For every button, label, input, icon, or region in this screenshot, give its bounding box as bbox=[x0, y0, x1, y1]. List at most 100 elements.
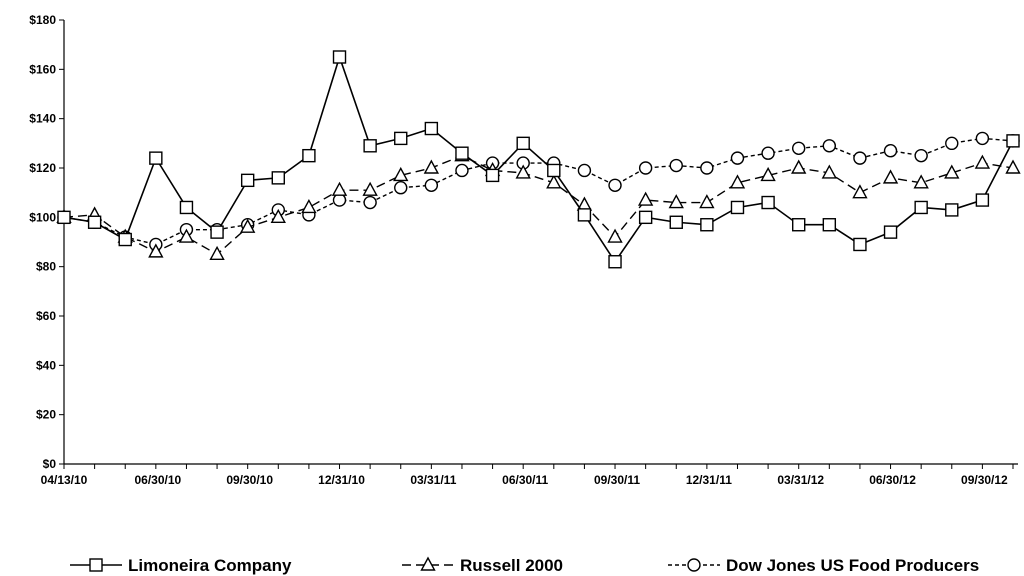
data-point bbox=[792, 141, 806, 155]
data-point bbox=[270, 208, 286, 224]
data-point bbox=[393, 166, 409, 182]
data-point bbox=[791, 159, 807, 174]
legend-label: Limoneira Company bbox=[128, 556, 292, 575]
data-point bbox=[669, 215, 683, 229]
y-tick-label: $140 bbox=[29, 112, 56, 126]
data-point bbox=[914, 200, 928, 215]
data-point bbox=[945, 203, 959, 217]
chart-axes bbox=[63, 20, 1018, 465]
y-tick-label: $80 bbox=[36, 260, 56, 274]
data-point bbox=[882, 169, 899, 184]
x-tick-label: 12/31/10 bbox=[318, 473, 365, 487]
data-point bbox=[363, 195, 377, 210]
data-point bbox=[1005, 159, 1021, 174]
data-point bbox=[301, 198, 317, 214]
data-point bbox=[394, 181, 408, 195]
data-point bbox=[913, 174, 929, 189]
data-point bbox=[423, 159, 440, 174]
data-point bbox=[362, 181, 378, 196]
data-point bbox=[577, 163, 592, 178]
x-tick-label: 09/30/10 bbox=[226, 473, 273, 487]
data-point bbox=[608, 178, 622, 192]
data-point bbox=[974, 154, 991, 169]
data-point bbox=[424, 178, 439, 192]
y-tick-label: $40 bbox=[36, 358, 56, 372]
data-point bbox=[607, 228, 623, 243]
y-tick-label: $60 bbox=[36, 309, 56, 323]
legend-marker bbox=[687, 558, 701, 572]
x-tick-label: 06/30/11 bbox=[502, 473, 548, 487]
x-tick-label: 09/30/12 bbox=[961, 473, 1008, 487]
data-point bbox=[730, 151, 745, 165]
data-point bbox=[547, 163, 561, 178]
data-point bbox=[515, 164, 531, 179]
data-point bbox=[546, 174, 562, 189]
data-point bbox=[394, 131, 408, 146]
x-tick-label: 04/13/10 bbox=[41, 473, 88, 487]
data-point bbox=[700, 161, 714, 175]
data-point bbox=[148, 243, 164, 258]
data-point bbox=[638, 161, 653, 175]
data-point bbox=[821, 164, 837, 179]
data-point bbox=[455, 163, 469, 178]
data-point bbox=[914, 148, 928, 163]
data-point bbox=[118, 232, 132, 247]
y-axis-ticks: $0 $20 $40 $60 $80 $100 $120 $140 $160 $180 bbox=[29, 13, 64, 471]
data-point bbox=[331, 181, 348, 196]
data-point bbox=[149, 151, 163, 165]
x-tick-label: 03/31/12 bbox=[777, 473, 824, 487]
data-point bbox=[363, 139, 377, 153]
data-point bbox=[761, 195, 775, 210]
x-tick-label: 09/30/11 bbox=[594, 473, 640, 487]
data-point bbox=[761, 146, 775, 160]
data-point bbox=[516, 136, 530, 151]
data-point bbox=[210, 225, 224, 239]
x-axis-ticks: 04/13/10 06/30/10 09/30/10 12/31/10 03/31/11… bbox=[41, 464, 1014, 487]
data-point bbox=[638, 210, 653, 225]
data-point bbox=[852, 184, 868, 199]
x-tick-label: 06/30/10 bbox=[134, 473, 181, 487]
data-point bbox=[637, 191, 654, 206]
data-point bbox=[975, 131, 990, 146]
series-dow-jones-us-food-producers bbox=[57, 131, 1020, 252]
data-point bbox=[302, 148, 316, 163]
legend-label: Russell 2000 bbox=[460, 556, 563, 575]
data-point bbox=[178, 228, 195, 243]
data-point bbox=[179, 200, 194, 215]
series-line bbox=[63, 154, 1014, 256]
y-tick-label: $100 bbox=[29, 210, 56, 224]
legend-label: Dow Jones US Food Producers bbox=[726, 556, 979, 575]
series-limoneira-company bbox=[57, 50, 1020, 269]
data-point bbox=[853, 237, 867, 252]
data-point bbox=[700, 218, 714, 232]
data-point bbox=[853, 151, 867, 165]
data-point bbox=[577, 208, 592, 222]
data-point bbox=[424, 121, 439, 136]
data-point bbox=[209, 245, 225, 261]
data-point bbox=[1006, 134, 1020, 148]
series-line bbox=[63, 137, 1014, 246]
data-point bbox=[822, 139, 837, 153]
data-point bbox=[240, 218, 256, 233]
data-point bbox=[883, 225, 898, 239]
y-tick-label: $160 bbox=[29, 62, 56, 76]
x-tick-label: 03/31/11 bbox=[410, 473, 456, 487]
y-tick-label: $20 bbox=[36, 408, 56, 422]
data-point bbox=[792, 218, 806, 232]
data-point bbox=[944, 164, 960, 179]
data-point bbox=[699, 194, 715, 209]
series-russell-2000 bbox=[56, 147, 1021, 261]
legend-marker bbox=[420, 556, 436, 571]
legend-item: Limoneira Company bbox=[70, 556, 292, 575]
legend: Limoneira Company Russell 2000 Dow Jones U… bbox=[70, 556, 979, 575]
data-point bbox=[730, 200, 745, 215]
data-point bbox=[975, 193, 990, 207]
series-layer bbox=[56, 50, 1021, 269]
legend-item: Russell 2000 bbox=[402, 556, 563, 575]
data-point bbox=[668, 194, 684, 209]
x-tick-label: 06/30/12 bbox=[869, 473, 916, 487]
series-line bbox=[63, 54, 1014, 264]
y-tick-label: $0 bbox=[43, 457, 57, 471]
data-point bbox=[760, 166, 776, 182]
